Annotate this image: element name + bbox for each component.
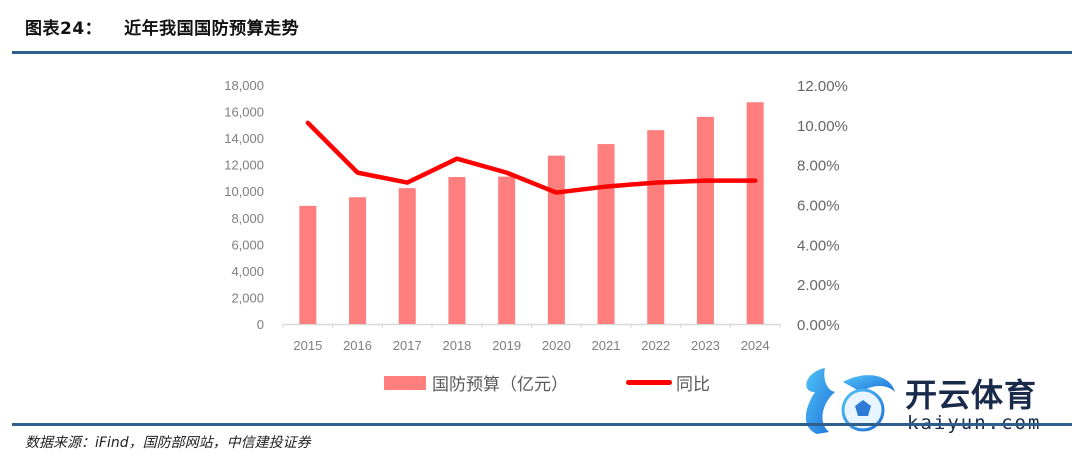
legend-bar-label: 国防预算（亿元） bbox=[432, 375, 568, 395]
figure-label: 图表24： bbox=[25, 19, 103, 39]
bar-2018 bbox=[448, 177, 466, 324]
left-axis-tick: 6,000 bbox=[231, 237, 264, 252]
left-axis-tick: 4,000 bbox=[231, 264, 264, 279]
x-axis-label: 2023 bbox=[691, 338, 720, 353]
watermark-cn: 开云体育 bbox=[905, 376, 1038, 414]
right-axis-tick: 2.00% bbox=[797, 277, 840, 294]
x-axis-label: 2024 bbox=[741, 338, 770, 353]
left-axis-tick: 10,000 bbox=[224, 184, 264, 199]
figure-title: 图表24： 近年我国国防预算走势 bbox=[25, 14, 299, 39]
x-axis-label: 2022 bbox=[641, 338, 670, 353]
x-axis-label: 2017 bbox=[393, 338, 422, 353]
bar-2016 bbox=[349, 197, 367, 324]
bar-2020 bbox=[547, 155, 565, 324]
kaiyun-watermark: 开云体育 kaiyun.com bbox=[795, 362, 1065, 442]
left-axis-tick: 18,000 bbox=[224, 78, 264, 93]
bar-2015 bbox=[299, 205, 317, 324]
bar-2017 bbox=[398, 188, 416, 324]
data-source: 数据来源：iFind，国防部网站，中信建投证券 bbox=[25, 435, 311, 451]
right-axis-tick: 8.00% bbox=[797, 158, 840, 175]
right-axis-tick: 12.00% bbox=[797, 78, 848, 95]
bar-2019 bbox=[498, 176, 516, 324]
right-axis-tick: 0.00% bbox=[797, 317, 840, 334]
left-axis-tick: 2,000 bbox=[231, 290, 264, 305]
bar-2021 bbox=[597, 144, 615, 324]
bottom-divider bbox=[12, 423, 1072, 426]
bar-2023 bbox=[696, 116, 714, 324]
x-axis-label: 2018 bbox=[442, 338, 471, 353]
yoy-line bbox=[305, 120, 758, 195]
left-axis-tick: 14,000 bbox=[224, 131, 264, 146]
right-axis-tick: 10.00% bbox=[797, 118, 848, 135]
bar-2024 bbox=[746, 102, 764, 324]
chart-legend: 国防预算（亿元） 同比 bbox=[384, 370, 710, 395]
x-axis-label: 2016 bbox=[343, 338, 372, 353]
x-axis-label: 2021 bbox=[592, 338, 621, 353]
right-axis-tick: 6.00% bbox=[797, 198, 840, 215]
figure-title-text: 近年我国国防预算走势 bbox=[124, 19, 300, 39]
left-axis-tick: 16,000 bbox=[224, 105, 264, 120]
x-axis-label: 2020 bbox=[542, 338, 571, 353]
legend-bar-swatch bbox=[384, 375, 426, 390]
bar-2022 bbox=[647, 130, 665, 324]
left-axis-tick: 0 bbox=[257, 317, 264, 332]
legend-line-label: 同比 bbox=[676, 375, 710, 395]
legend-line-swatch bbox=[626, 380, 672, 385]
top-divider bbox=[12, 51, 1072, 54]
right-axis-tick: 4.00% bbox=[797, 237, 840, 254]
x-axis-label: 2015 bbox=[293, 338, 322, 353]
left-axis-tick: 12,000 bbox=[224, 158, 264, 173]
kaiyun-logo-icon bbox=[805, 368, 895, 434]
x-axis-label: 2019 bbox=[492, 338, 521, 353]
left-axis-tick: 8,000 bbox=[231, 211, 264, 226]
